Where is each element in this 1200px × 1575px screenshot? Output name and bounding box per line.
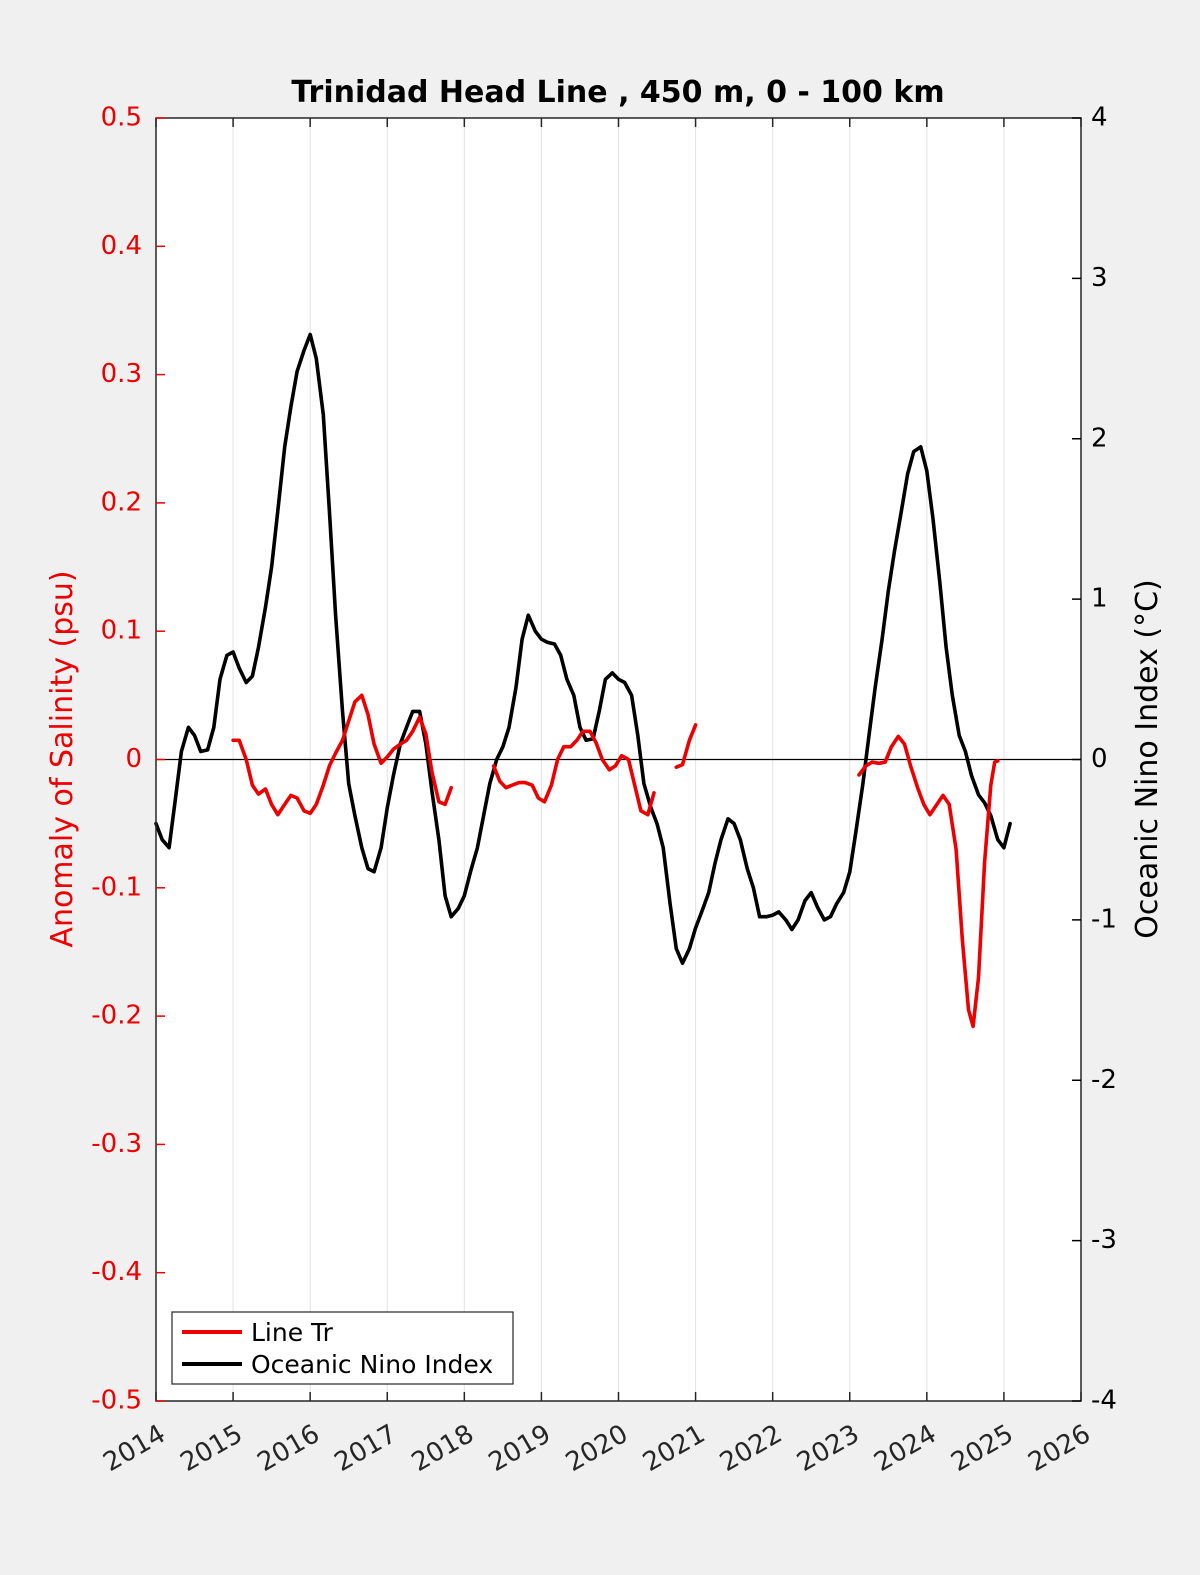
y-right-tick-label-2: 2 bbox=[1091, 423, 1108, 453]
y-right-tick-label-4: 4 bbox=[1091, 103, 1108, 133]
x-tick-label-2018: 2018 bbox=[407, 1419, 479, 1478]
x-tick-label-2020: 2020 bbox=[561, 1419, 633, 1478]
y-left-tick-label--0.5: -0.5 bbox=[91, 1386, 142, 1416]
y-left-tick-label-0.1: 0.1 bbox=[101, 616, 142, 646]
x-tick-label-2023: 2023 bbox=[792, 1419, 864, 1478]
legend: Line Tr Oceanic Nino Index bbox=[171, 1311, 514, 1385]
x-tick-label-2022: 2022 bbox=[715, 1419, 787, 1478]
legend-label-oni: Oceanic Nino Index bbox=[251, 1350, 493, 1379]
legend-label-line-tr: Line Tr bbox=[251, 1318, 334, 1347]
y-right-tick-label--2: -2 bbox=[1091, 1065, 1117, 1095]
y-left-tick-label-0.2: 0.2 bbox=[101, 487, 142, 517]
y-left-tick-label-0.3: 0.3 bbox=[101, 359, 142, 389]
y-right-tick-label--3: -3 bbox=[1091, 1225, 1117, 1255]
x-tick-label-2021: 2021 bbox=[638, 1419, 710, 1478]
x-tick-label-2019: 2019 bbox=[484, 1419, 556, 1478]
y-left-tick-label--0.2: -0.2 bbox=[91, 1001, 142, 1031]
y-left-tick-label--0.3: -0.3 bbox=[91, 1129, 142, 1159]
y-left-tick-label-0.4: 0.4 bbox=[101, 231, 142, 261]
series-line-tr-segment-3 bbox=[857, 734, 1000, 1029]
x-tick-label-2015: 2015 bbox=[175, 1419, 247, 1478]
y-right-tick-label-1: 1 bbox=[1091, 584, 1108, 614]
x-tick-label-2024: 2024 bbox=[869, 1419, 941, 1478]
y-axis-right-title: Oceanic Nino Index (°C) bbox=[1130, 579, 1165, 939]
series-line-tr-segment-2 bbox=[674, 723, 698, 769]
y-right-tick-label-3: 3 bbox=[1091, 263, 1108, 293]
y-left-tick-label--0.4: -0.4 bbox=[91, 1257, 142, 1287]
series-line-tr-segment-1 bbox=[491, 729, 656, 817]
x-tick-label-2025: 2025 bbox=[946, 1419, 1018, 1478]
series-layer bbox=[154, 332, 1012, 1029]
x-tick-label-2016: 2016 bbox=[253, 1419, 325, 1478]
series-line-tr-segment-0 bbox=[231, 693, 453, 817]
y-right-tick-label-0: 0 bbox=[1091, 744, 1108, 774]
y-right-tick-label--4: -4 bbox=[1091, 1386, 1117, 1416]
y-left-tick-label-0: 0 bbox=[125, 744, 142, 774]
y-axis-left: 0.5 0.4 0.3 0.2 0.1 0 -0.1 -0.2 -0.3 -0.4 -0.5 bbox=[91, 103, 165, 1416]
y-left-tick-label--0.1: -0.1 bbox=[91, 872, 142, 902]
chart-title: Trinidad Head Line , 450 m, 0 - 100 km bbox=[291, 75, 944, 110]
x-tick-label-2026: 2026 bbox=[1023, 1419, 1095, 1478]
x-tick-label-2017: 2017 bbox=[330, 1419, 402, 1478]
y-left-tick-label-0.5: 0.5 bbox=[101, 103, 142, 133]
legend-box bbox=[171, 1311, 514, 1385]
x-tick-label-2014: 2014 bbox=[98, 1419, 170, 1478]
y-axis-left-title: Anomaly of Salinity (psu) bbox=[45, 570, 80, 947]
y-axis-right: 4 3 2 1 0 -1 -2 -3 -4 bbox=[1072, 103, 1117, 1416]
y-right-tick-label--1: -1 bbox=[1091, 904, 1117, 934]
